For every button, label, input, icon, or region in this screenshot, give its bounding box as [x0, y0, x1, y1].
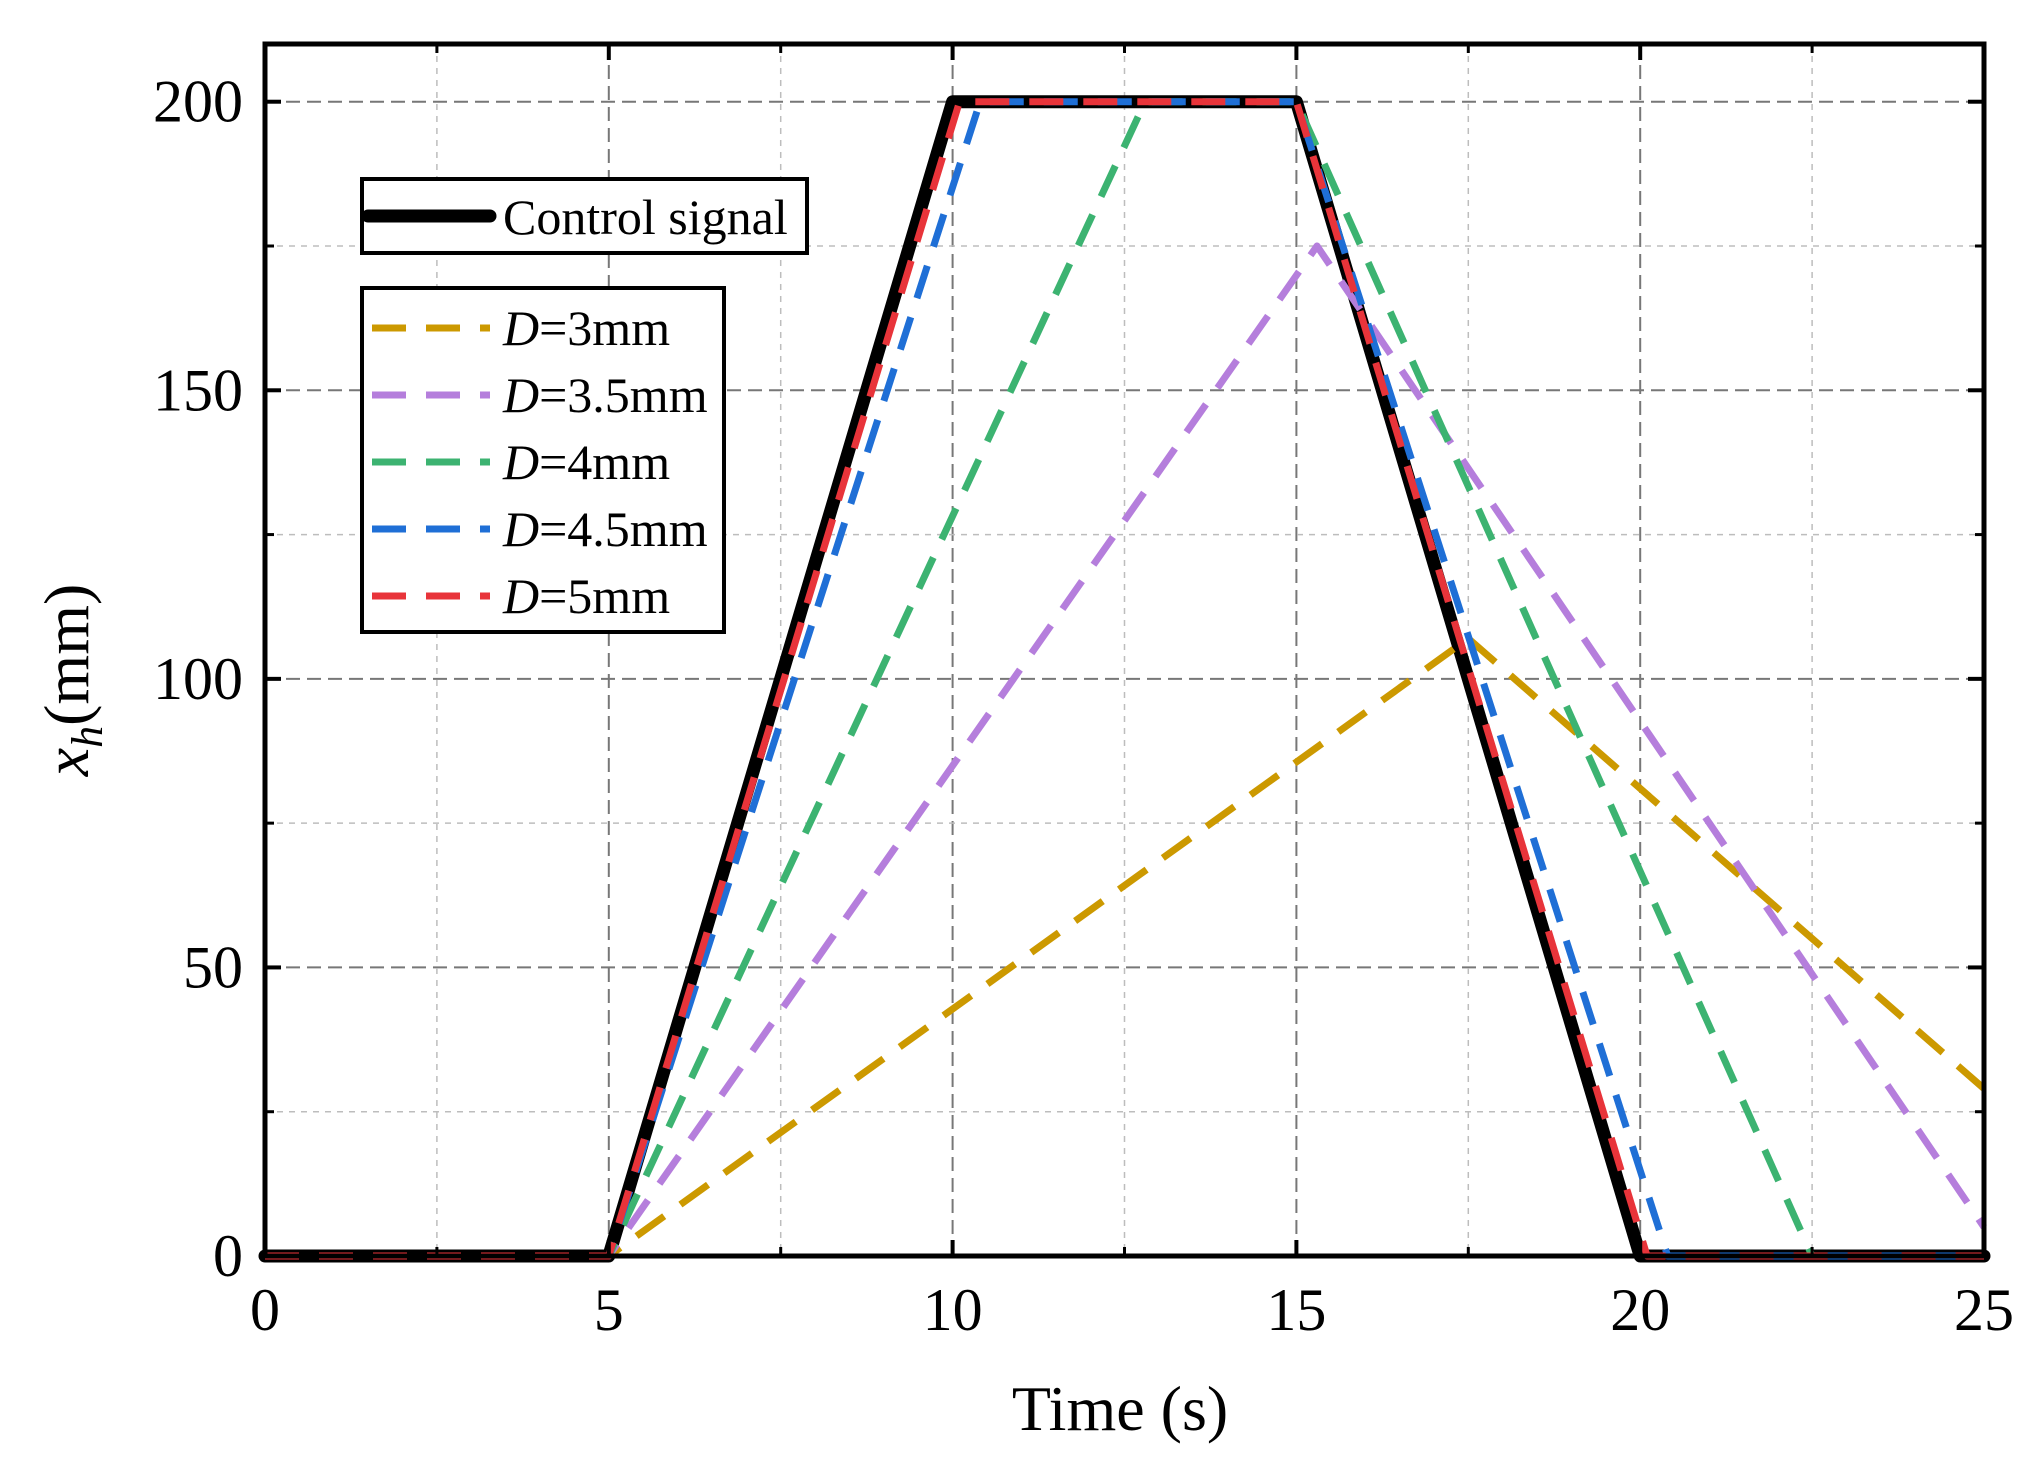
y-tick-label: 0: [213, 1223, 243, 1289]
x-tick-label: 5: [594, 1277, 624, 1343]
y-axis-label: xh(mm): [31, 584, 112, 778]
y-axis-label-unit: (mm): [31, 584, 102, 726]
axis-labels: Time (s) xh(mm): [31, 584, 1228, 1444]
legend-series-label: D=4.5mm: [502, 501, 708, 557]
x-tick-label: 20: [1610, 1277, 1670, 1343]
legend: Control signalD=3mmD=3.5mmD=4mmD=4.5mmD=…: [360, 177, 809, 634]
y-tick-label: 50: [183, 934, 243, 1000]
legend-series-label: D=5mm: [502, 568, 670, 624]
legend-series-label-value: =3.5mm: [539, 367, 708, 423]
y-axis-label-subscript: h: [63, 726, 112, 748]
x-tick-label: 15: [1266, 1277, 1326, 1343]
legend-series-frame: [360, 286, 726, 634]
legend-control-label: Control signal: [503, 189, 788, 245]
legend-series-label-value: =4mm: [539, 434, 670, 490]
legend-series-label-value: =4.5mm: [539, 501, 708, 557]
y-tick-label: 200: [153, 69, 243, 135]
legend-series-label: D=4mm: [502, 434, 670, 490]
x-tick-label: 25: [1954, 1277, 2014, 1343]
legend-series-label-variable: D: [502, 568, 539, 624]
legend-series-label-variable: D: [502, 367, 539, 423]
legend-series-label-variable: D: [502, 300, 539, 356]
x-axis-label: Time (s): [1012, 1373, 1228, 1444]
legend-series-label-value: =3mm: [539, 300, 670, 356]
y-axis-label-symbol: x: [31, 748, 102, 777]
legend-control-box: Control signal: [360, 177, 809, 255]
legend-series-label: D=3mm: [502, 300, 670, 356]
y-tick-label: 100: [153, 646, 243, 712]
legend-series-label-variable: D: [502, 501, 539, 557]
axis-ticks: 0 5 10 15 20 25 0 50 100 150 200: [153, 44, 2014, 1343]
y-tick-label: 150: [153, 357, 243, 423]
legend-series-label-variable: D: [502, 434, 539, 490]
x-tick-label: 10: [923, 1277, 983, 1343]
x-tick-label: 0: [250, 1277, 280, 1343]
legend-series-label-value: =5mm: [539, 568, 670, 624]
legend-series-label: D=3.5mm: [502, 367, 708, 423]
